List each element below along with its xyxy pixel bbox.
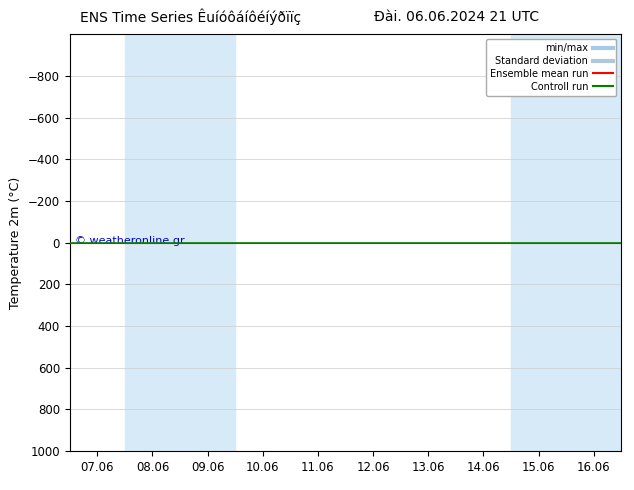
Bar	[125, 34, 180, 451]
Text: ENS Time Series Êuíóôáíôéíýðïïç: ENS Time Series Êuíóôáíôéíýðïïç	[80, 9, 301, 25]
Text: Đài. 06.06.2024 21 UTC: Đài. 06.06.2024 21 UTC	[374, 10, 539, 24]
Legend: min/max, Standard deviation, Ensemble mean run, Controll run: min/max, Standard deviation, Ensemble me…	[486, 39, 616, 96]
Y-axis label: Temperature 2m (°C): Temperature 2m (°C)	[10, 176, 22, 309]
Bar	[511, 34, 566, 451]
Text: © weatheronline.gr: © weatheronline.gr	[75, 236, 185, 246]
Bar	[180, 34, 235, 451]
Bar	[566, 34, 621, 451]
